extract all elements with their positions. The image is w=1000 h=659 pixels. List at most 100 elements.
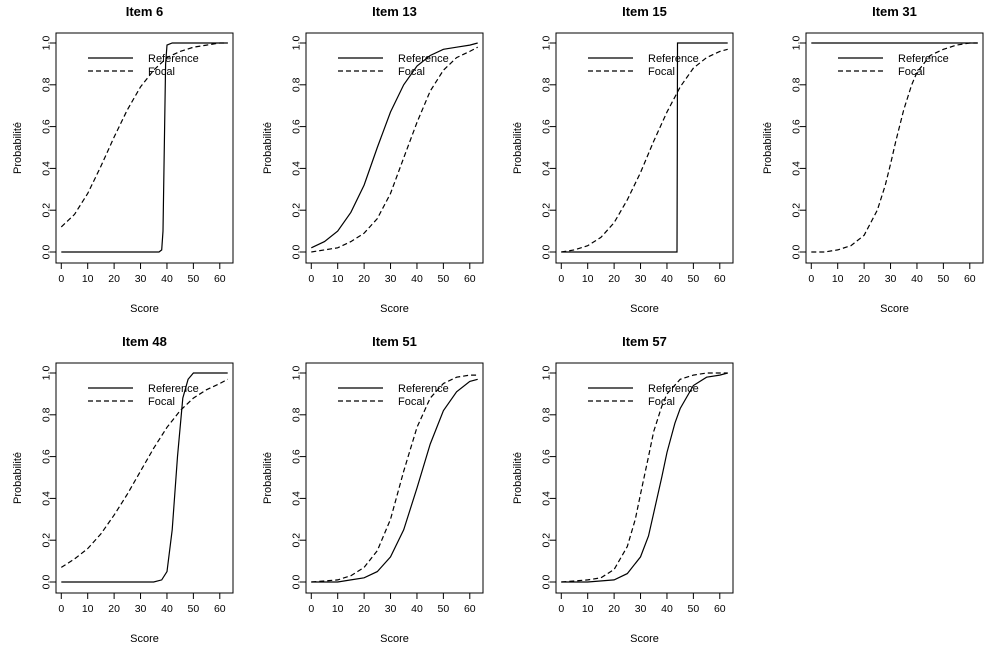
chart-panel: Item 51 0 10 20 30 40 50 60 0.0 0.2 0.4 0.6 0.8 1.0 Sc…	[258, 330, 508, 659]
chart-panel: Item 48 0 10 20 30 40 50 60 0.0 0.2 0.4 0.6 0.8 1.0 Sc…	[8, 330, 258, 659]
y-tick-label: 0.8	[41, 77, 53, 92]
legend-reference-label: Reference	[148, 383, 199, 395]
x-axis-label: Score	[630, 633, 659, 645]
reference-series-line	[61, 42, 228, 253]
x-tick-label: 10	[582, 603, 594, 615]
focal-series-line	[561, 48, 728, 253]
y-tick-label: 0.4	[41, 491, 53, 506]
x-tick-label: 0	[308, 603, 314, 615]
y-tick-label: 0.0	[291, 575, 303, 590]
x-tick-label: 10	[582, 273, 594, 285]
x-tick-label: 50	[438, 603, 450, 615]
legend-focal-label: Focal	[398, 396, 425, 408]
x-tick-label: 60	[214, 603, 226, 615]
y-tick-label: 1.0	[541, 36, 553, 51]
x-tick-label: 30	[885, 273, 897, 285]
chart-panel: Item 6 0 10 20 30 40 50 60 0.0 0.2 0.4 0.6 0.8 1.0 Sco…	[8, 0, 258, 329]
x-tick-label: 60	[714, 603, 726, 615]
x-tick-label: 60	[464, 603, 476, 615]
legend-reference-label: Reference	[398, 53, 449, 65]
y-axis-label: Probabilité	[12, 452, 24, 504]
plot-frame	[305, 362, 484, 594]
x-tick-label: 60	[714, 273, 726, 285]
y-tick-label: 0.8	[41, 407, 53, 422]
chart-svg: Item 6 0 10 20 30 40 50 60 0.0 0.2 0.4 0.6 0.8 1.0 Sco…	[12, 4, 234, 315]
y-tick-label: 0.6	[291, 449, 303, 464]
focal-series-line	[60, 42, 228, 228]
y-tick-label: 0.4	[41, 161, 53, 176]
y-tick-label: 0.8	[541, 407, 553, 422]
plot-frame	[305, 32, 484, 264]
x-tick-label: 20	[358, 603, 370, 615]
x-tick-label: 30	[385, 273, 397, 285]
reference-series-line	[561, 42, 728, 253]
y-tick-label: 0.8	[291, 77, 303, 92]
x-tick-label: 10	[82, 273, 94, 285]
y-tick-label: 1.0	[541, 366, 553, 381]
legend-focal-label: Focal	[898, 66, 925, 78]
legend-focal-label: Focal	[398, 66, 425, 78]
y-axis-label: Probabilité	[512, 122, 524, 174]
y-tick-label: 0.6	[791, 119, 803, 134]
y-axis-label: Probabilité	[512, 452, 524, 504]
x-tick-label: 20	[108, 603, 120, 615]
chart-svg: Item 48 0 10 20 30 40 50 60 0.0 0.2 0.4 0.6 0.8 1.0 Sc…	[12, 334, 234, 645]
x-tick-label: 50	[188, 273, 200, 285]
y-tick-label: 0.0	[41, 245, 53, 260]
focal-series-line	[60, 378, 228, 568]
y-tick-label: 0.2	[791, 203, 803, 218]
x-tick-label: 50	[938, 273, 950, 285]
chart-panel: Item 13 0 10 20 30 40 50 60 0.0 0.2 0.4 0.6 0.8 1.0 Sc…	[258, 0, 508, 329]
x-tick-label: 10	[82, 603, 94, 615]
x-tick-label: 0	[558, 603, 564, 615]
y-tick-label: 1.0	[291, 366, 303, 381]
chart-panel: Item 31 0 10 20 30 40 50 60 0.0 0.2 0.4 0.6 0.8 1.0 Sc…	[758, 0, 1000, 329]
chart-title: Item 31	[872, 4, 917, 19]
x-tick-label: 50	[188, 603, 200, 615]
plot-frame	[555, 32, 734, 264]
y-tick-label: 0.2	[541, 533, 553, 548]
chart-title: Item 57	[622, 334, 667, 349]
y-tick-label: 0.8	[791, 77, 803, 92]
x-tick-label: 40	[661, 603, 673, 615]
x-tick-label: 30	[135, 273, 147, 285]
y-tick-label: 0.0	[541, 575, 553, 590]
x-axis-label: Score	[130, 303, 159, 315]
y-tick-label: 1.0	[41, 366, 53, 381]
reference-series-line	[61, 372, 228, 583]
y-tick-label: 0.2	[291, 203, 303, 218]
x-tick-label: 0	[58, 603, 64, 615]
x-tick-label: 40	[661, 273, 673, 285]
x-tick-label: 0	[58, 273, 64, 285]
x-tick-label: 30	[135, 603, 147, 615]
chart-svg: Item 57 0 10 20 30 40 50 60 0.0 0.2 0.4 0.6 0.8 1.0 Sc…	[512, 334, 734, 645]
y-tick-label: 0.4	[291, 491, 303, 506]
y-tick-label: 0.0	[41, 575, 53, 590]
chart-panel: Item 15 0 10 20 30 40 50 60 0.0 0.2 0.4 0.6 0.8 1.0 Sc…	[508, 0, 758, 329]
focal-series-line	[311, 374, 478, 583]
plot-frame	[555, 362, 734, 594]
x-axis-label: Score	[630, 303, 659, 315]
y-tick-label: 0.4	[791, 161, 803, 176]
x-axis-label: Score	[880, 303, 909, 315]
chart-panel: Item 57 0 10 20 30 40 50 60 0.0 0.2 0.4 0.6 0.8 1.0 Sc…	[508, 330, 758, 659]
y-tick-label: 0.8	[541, 77, 553, 92]
plot-frame	[55, 32, 234, 264]
chart-svg: Item 15 0 10 20 30 40 50 60 0.0 0.2 0.4 0.6 0.8 1.0 Sc…	[512, 4, 734, 315]
legend-focal-label: Focal	[648, 396, 675, 408]
chart-title: Item 13	[372, 4, 417, 19]
reference-series-line	[561, 372, 728, 583]
chart-title: Item 6	[126, 4, 164, 19]
y-tick-label: 0.4	[541, 491, 553, 506]
x-tick-label: 40	[411, 603, 423, 615]
y-axis-label: Probabilité	[762, 122, 774, 174]
chart-svg: Item 13 0 10 20 30 40 50 60 0.0 0.2 0.4 0.6 0.8 1.0 Sc…	[262, 4, 484, 315]
x-tick-label: 40	[161, 603, 173, 615]
legend-focal-label: Focal	[648, 66, 675, 78]
legend-reference-label: Reference	[398, 383, 449, 395]
legend-focal-label: Focal	[148, 396, 175, 408]
y-tick-label: 0.2	[41, 203, 53, 218]
y-tick-label: 1.0	[291, 36, 303, 51]
x-tick-label: 0	[558, 273, 564, 285]
chart-title: Item 15	[622, 4, 667, 19]
